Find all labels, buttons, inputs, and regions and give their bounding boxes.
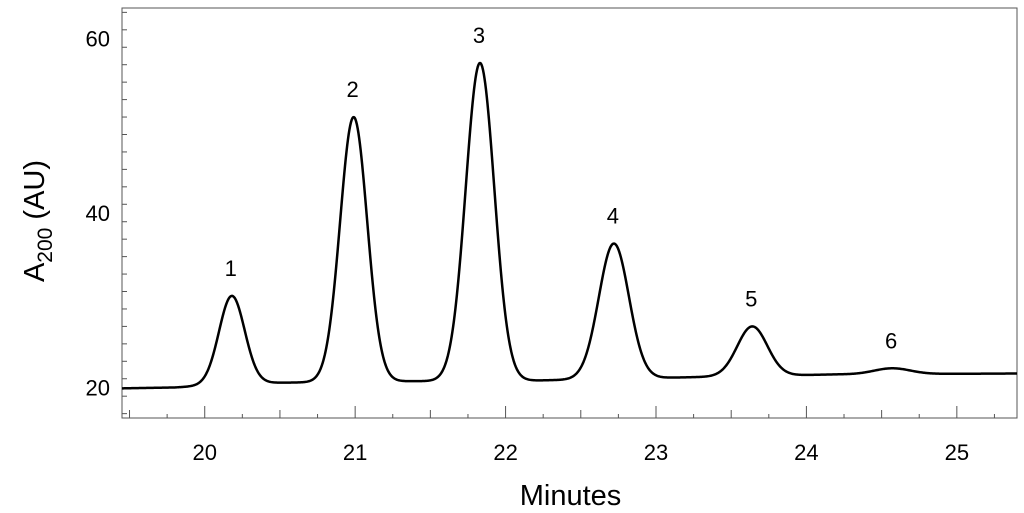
x-tick-label: 20 (192, 440, 216, 465)
y-tick-label: 60 (86, 27, 110, 52)
peak-label: 3 (473, 23, 485, 48)
peak-label: 2 (347, 77, 359, 102)
x-tick-label: 23 (644, 440, 668, 465)
y-tick-label: 40 (86, 201, 110, 226)
y-axis-title-suffix: (AU) (19, 160, 51, 228)
chromatogram-trace (121, 61, 1018, 390)
peak-label: 4 (607, 204, 619, 229)
x-axis-title: Minutes (520, 480, 622, 512)
x-tick-label: 21 (343, 440, 367, 465)
chromatogram-trace-group (121, 61, 1018, 390)
y-axis-title-prefix: A (19, 262, 51, 282)
peak-label: 6 (885, 328, 897, 353)
peak-label: 5 (745, 286, 757, 311)
x-tick-label: 25 (945, 440, 969, 465)
x-tick-label: 22 (493, 440, 517, 465)
y-tick-label: 20 (86, 375, 110, 400)
y-axis-title-subscript: 200 (34, 228, 57, 263)
peak-label: 1 (225, 256, 237, 281)
x-tick-label: 24 (794, 440, 818, 465)
peak-labels: 1 2 3 4 5 6 (225, 23, 898, 353)
plot-frame (121, 7, 1018, 419)
x-axis: 20 21 22 23 24 25 (129, 406, 995, 465)
y-axis: 20 40 60 (86, 11, 127, 415)
y-axis-title: A200 (AU) (19, 160, 57, 282)
plot-border (121, 7, 1018, 419)
